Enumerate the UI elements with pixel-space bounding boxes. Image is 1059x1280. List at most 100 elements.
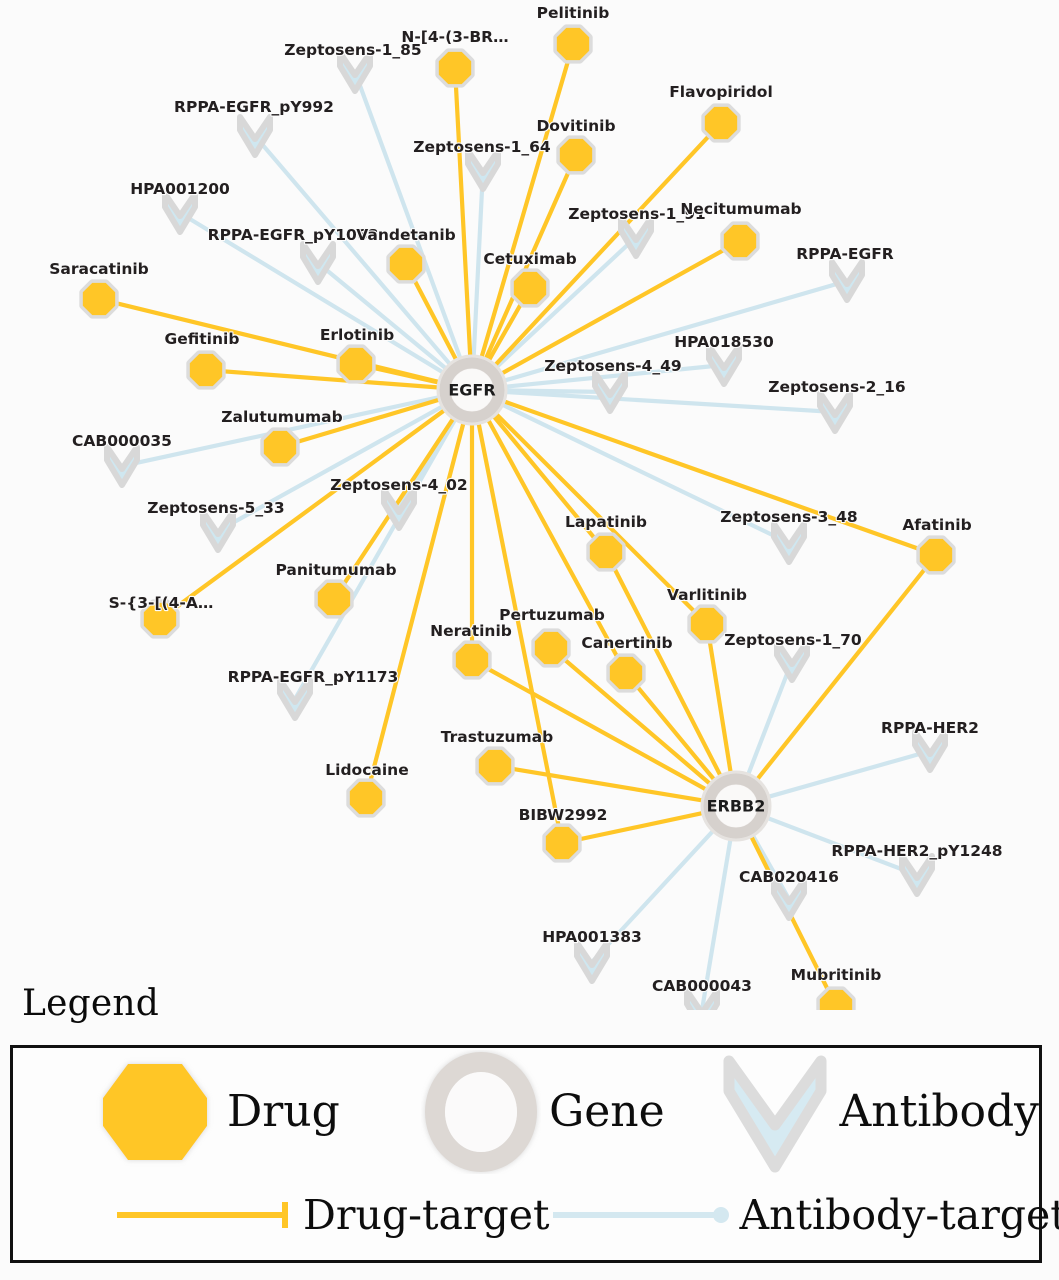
gene-node-ring bbox=[703, 773, 769, 839]
gene-node[interactable]: ERBB2 bbox=[700, 770, 772, 842]
drug-node[interactable] bbox=[720, 221, 760, 261]
antibody-node[interactable] bbox=[237, 114, 273, 158]
drug-node[interactable] bbox=[346, 778, 386, 818]
drug-node-label: Dovitinib bbox=[536, 117, 615, 135]
antibody-node-label: Zeptosens-1_85 bbox=[284, 41, 421, 59]
antibody-node[interactable] bbox=[899, 853, 935, 897]
drug-node-label: Lapatinib bbox=[565, 513, 647, 531]
octagon-icon bbox=[513, 271, 547, 305]
legend-label-antibody-target: Antibody-target bbox=[739, 1190, 1059, 1239]
antibody-node[interactable] bbox=[277, 677, 313, 721]
gene-node[interactable]: EGFR bbox=[436, 354, 508, 426]
antibody-node[interactable] bbox=[774, 639, 810, 683]
drug-node[interactable] bbox=[435, 48, 475, 88]
antibody-node-label: RPPA-EGFR_pY1173 bbox=[228, 668, 399, 686]
antibody-node[interactable] bbox=[771, 521, 807, 565]
chevron-icon bbox=[237, 114, 273, 158]
antibody-node-label: RPPA-EGFR_pY1068 bbox=[208, 226, 379, 244]
drug-target-edge bbox=[452, 65, 473, 363]
antibody-target-edge bbox=[252, 133, 455, 370]
legend-box: Drug Gene Antibody bbox=[10, 1045, 1059, 1263]
legend-label-drug-target: Drug-target bbox=[303, 1190, 550, 1239]
drug-node[interactable] bbox=[606, 653, 646, 693]
antibody-target-edge bbox=[177, 210, 449, 377]
octagon-icon bbox=[704, 106, 738, 140]
drug-node[interactable] bbox=[79, 279, 119, 319]
antibody-node[interactable] bbox=[162, 191, 198, 235]
antibody-node-label: HPA001200 bbox=[130, 180, 230, 198]
drug-node[interactable] bbox=[531, 628, 571, 668]
antibody-node[interactable] bbox=[381, 487, 417, 531]
octagon-icon bbox=[545, 826, 579, 860]
antibody-target-edge bbox=[499, 362, 727, 390]
drug-target-edge bbox=[478, 41, 576, 364]
drug-node[interactable] bbox=[916, 535, 956, 575]
drug-node[interactable] bbox=[510, 268, 550, 308]
drug-target-edge bbox=[747, 830, 839, 1009]
antibody-node[interactable] bbox=[618, 215, 654, 259]
drug-node-label: N-[4-(3-BR… bbox=[401, 28, 508, 46]
chevron-icon bbox=[574, 940, 610, 984]
drug-target-edge bbox=[559, 810, 709, 846]
drug-node[interactable] bbox=[556, 135, 596, 175]
drug-node-label: Vandetanib bbox=[356, 226, 456, 244]
antibody-node[interactable] bbox=[465, 148, 501, 192]
drug-node[interactable] bbox=[314, 579, 354, 619]
antibody-node[interactable] bbox=[337, 50, 373, 94]
drug-node[interactable] bbox=[140, 599, 180, 639]
antibody-node-label: Zeptosens-1_70 bbox=[724, 631, 862, 649]
antibody-node-label: RPPA-HER2_pY1248 bbox=[831, 842, 1002, 860]
antibody-node[interactable] bbox=[706, 343, 742, 387]
antibody-node[interactable] bbox=[684, 988, 720, 1010]
drug-node[interactable] bbox=[586, 532, 626, 572]
chevron-icon bbox=[829, 259, 865, 303]
drug-node-label: Neratinib bbox=[430, 622, 512, 640]
network-graph[interactable]: EGFR ERBB2 Zeptosens-1_85 RPPA-EGFR_pY992 H… bbox=[0, 0, 1059, 1010]
drug-node-label: BIBW2992 bbox=[519, 806, 608, 824]
drug-node[interactable] bbox=[816, 986, 856, 1010]
drug-node[interactable] bbox=[452, 640, 492, 680]
antibody-node[interactable] bbox=[574, 940, 610, 984]
antibody-target-edge bbox=[352, 69, 464, 364]
drug-node[interactable] bbox=[542, 823, 582, 863]
drug-node[interactable] bbox=[186, 350, 226, 390]
octagon-icon bbox=[919, 538, 953, 572]
antibody-node-label: Zeptosens-4_49 bbox=[544, 357, 681, 375]
nodes-layer[interactable]: EGFR ERBB2 bbox=[79, 24, 956, 1010]
drug-node[interactable] bbox=[701, 103, 741, 143]
line-dot-icon bbox=[553, 1207, 730, 1223]
antibody-node-label: Zeptosens-5_33 bbox=[147, 499, 284, 517]
legend-label-antibody: Antibody bbox=[839, 1086, 1039, 1137]
drug-node[interactable] bbox=[260, 427, 300, 467]
chevron-icon bbox=[817, 390, 853, 434]
antibody-node[interactable] bbox=[817, 390, 853, 434]
drug-node[interactable] bbox=[336, 344, 376, 384]
antibody-target-edge bbox=[315, 260, 451, 374]
antibody-target-edge bbox=[498, 278, 850, 384]
drug-node-label: Trastuzumab bbox=[441, 728, 553, 746]
antibody-target-edge bbox=[491, 234, 639, 372]
drug-node[interactable] bbox=[475, 746, 515, 786]
antibody-node[interactable] bbox=[300, 241, 336, 285]
chevron-icon bbox=[337, 50, 373, 94]
drug-target-edge bbox=[363, 416, 467, 801]
antibody-node-label: RPPA-EGFR_pY992 bbox=[174, 98, 334, 116]
octagon-icon bbox=[819, 989, 853, 1010]
chevron-icon bbox=[104, 444, 140, 488]
drug-node[interactable] bbox=[386, 244, 426, 284]
chevron-icon bbox=[465, 148, 501, 192]
antibody-node[interactable] bbox=[104, 444, 140, 488]
drug-node[interactable] bbox=[553, 24, 593, 64]
drug-target-edge bbox=[490, 120, 724, 371]
antibody-node[interactable] bbox=[829, 259, 865, 303]
antibody-node-label: CAB000035 bbox=[72, 432, 172, 450]
antibody-node[interactable] bbox=[200, 509, 236, 553]
octagon-icon bbox=[143, 602, 177, 636]
drug-node[interactable] bbox=[687, 604, 727, 644]
octagon-icon bbox=[589, 535, 623, 569]
antibody-node[interactable] bbox=[771, 877, 807, 921]
antibody-node[interactable] bbox=[592, 370, 628, 414]
octagon-icon bbox=[609, 656, 643, 690]
antibody-node[interactable] bbox=[912, 729, 948, 773]
